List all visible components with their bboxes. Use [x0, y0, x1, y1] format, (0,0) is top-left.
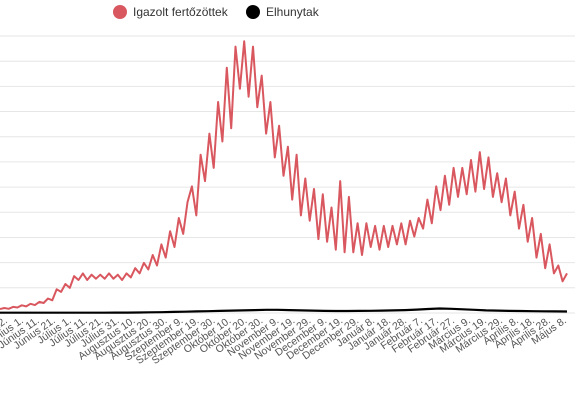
legend-item-confirmed[interactable]: Igazolt fertőzöttek: [113, 5, 229, 19]
x-axis-tick-labels: Május 22.Június 1.Június 11.Június 21.Jú…: [0, 314, 569, 367]
series-line-confirmed: [0, 40, 568, 310]
legend: Igazolt fertőzöttek Elhunytak: [113, 5, 320, 19]
plot-area: [0, 40, 568, 314]
legend-item-deaths[interactable]: Elhunytak: [246, 5, 320, 19]
legend-marker-deaths: [246, 5, 260, 19]
legend-label-deaths: Elhunytak: [266, 5, 320, 19]
grid: [0, 35, 575, 314]
legend-label-confirmed: Igazolt fertőzöttek: [133, 5, 229, 19]
legend-marker-confirmed: [113, 5, 127, 19]
series-line-deaths: [0, 307, 568, 314]
